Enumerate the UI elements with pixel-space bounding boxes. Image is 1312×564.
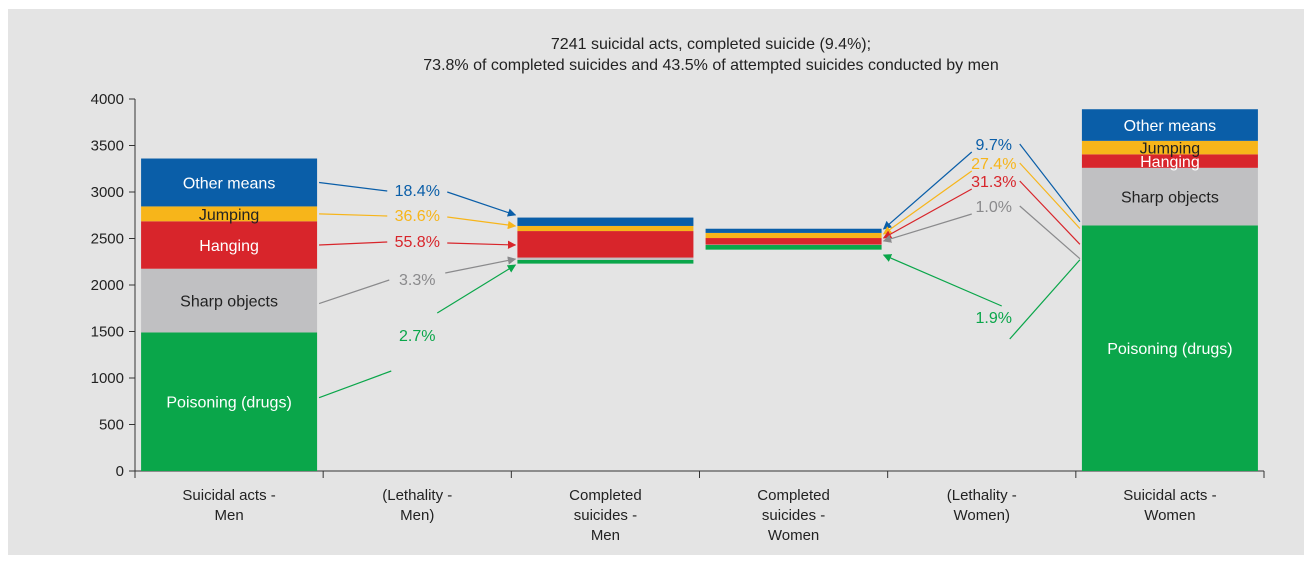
x-tick-label: suicides - xyxy=(762,507,825,524)
x-tick-label: Men xyxy=(214,507,243,524)
x-tick-label: Completed xyxy=(569,487,642,504)
lethality-label-men: 3.3% xyxy=(399,272,435,289)
x-tick-label: Men xyxy=(591,527,620,544)
chart-title: 7241 suicidal acts, completed suicide (9… xyxy=(551,36,871,53)
segment-label: Hanging xyxy=(199,238,259,255)
x-tick-label: Completed xyxy=(757,487,830,504)
lethality-arrow xyxy=(447,243,515,245)
lethality-arrow-line xyxy=(1020,144,1080,222)
lethality-arrow-line xyxy=(1010,260,1080,339)
bar-segment xyxy=(706,233,882,238)
bar-segment xyxy=(706,238,882,245)
segment-label: Sharp objects xyxy=(1121,190,1219,207)
lethality-arrow xyxy=(884,255,1002,306)
segment-label: Jumping xyxy=(1140,141,1200,158)
segment-label: Poisoning (drugs) xyxy=(166,395,291,412)
lethality-arrow-line xyxy=(319,182,387,191)
lethality-arrow-line xyxy=(319,214,387,216)
segment-label: Poisoning (drugs) xyxy=(1107,341,1232,358)
bar-segment xyxy=(517,231,693,258)
y-tick-label: 1500 xyxy=(91,324,124,341)
segment-label: Other means xyxy=(1124,118,1216,135)
x-tick-label: Suicidal acts - xyxy=(182,487,275,504)
x-tick-label: Women) xyxy=(954,507,1010,524)
chart-subtitle: 73.8% of completed suicides and 43.5% of… xyxy=(423,57,998,74)
x-tick-label: Men) xyxy=(400,507,434,524)
x-tick-label: suicides - xyxy=(574,507,637,524)
labels: Poisoning (drugs) Sharp objects Hanging Jum… xyxy=(166,118,1232,412)
lethality-label-men: 2.7% xyxy=(399,328,435,345)
y-tick-label: 1000 xyxy=(91,370,124,387)
bar-segment xyxy=(517,226,693,231)
y-tick-label: 4000 xyxy=(91,91,124,108)
x-tick-label: Women xyxy=(1144,507,1195,524)
bar-segment xyxy=(706,245,882,250)
lethality-label-men: 18.4% xyxy=(395,183,440,200)
segment-label: Other means xyxy=(183,175,275,192)
lethality-arrow xyxy=(884,189,972,238)
lethality-arrow-line xyxy=(1020,206,1080,259)
bar-segment xyxy=(517,260,693,264)
lethality-arrow xyxy=(447,192,515,215)
lethality-label-women: 9.7% xyxy=(976,137,1012,154)
lethality-label-women: 1.9% xyxy=(976,310,1012,327)
lethality-label-women: 27.4% xyxy=(971,156,1016,173)
bar-segment xyxy=(517,218,693,226)
y-tick-label: 2000 xyxy=(91,277,124,294)
x-tick-label: (Lethality - xyxy=(947,487,1017,504)
lethality-label-women: 1.0% xyxy=(976,199,1012,216)
chart: 7241 suicidal acts, completed suicide (9… xyxy=(8,9,1304,555)
lethality-label-women: 31.3% xyxy=(971,174,1016,191)
lethality-label-men: 36.6% xyxy=(395,208,440,225)
lethality-label-men: 55.8% xyxy=(395,234,440,251)
lethality-arrow-line xyxy=(1020,181,1080,244)
bars xyxy=(141,109,1258,471)
lethality-arrow-line xyxy=(319,280,389,304)
lethality-arrow xyxy=(884,171,972,234)
bar-segment xyxy=(517,258,693,260)
lethality-arrow xyxy=(447,217,515,226)
x-tick-label: Suicidal acts - xyxy=(1123,487,1216,504)
lethality-arrow-line xyxy=(319,371,391,398)
x-tick-label: (Lethality - xyxy=(382,487,452,504)
y-tick-label: 500 xyxy=(99,417,124,434)
y-tick-label: 3500 xyxy=(91,138,124,155)
y-tick-label: 2500 xyxy=(91,231,124,248)
bar-segment xyxy=(706,229,882,233)
lethality-arrow-line xyxy=(319,242,387,245)
x-tick-label: Women xyxy=(768,527,819,544)
y-tick-label: 0 xyxy=(116,463,124,480)
chart-panel: 7241 suicidal acts, completed suicide (9… xyxy=(8,9,1304,555)
lethality-arrow-line xyxy=(1020,163,1080,229)
segment-label: Jumping xyxy=(199,207,259,224)
y-tick-label: 3000 xyxy=(91,184,124,201)
segment-label: Sharp objects xyxy=(180,294,278,311)
